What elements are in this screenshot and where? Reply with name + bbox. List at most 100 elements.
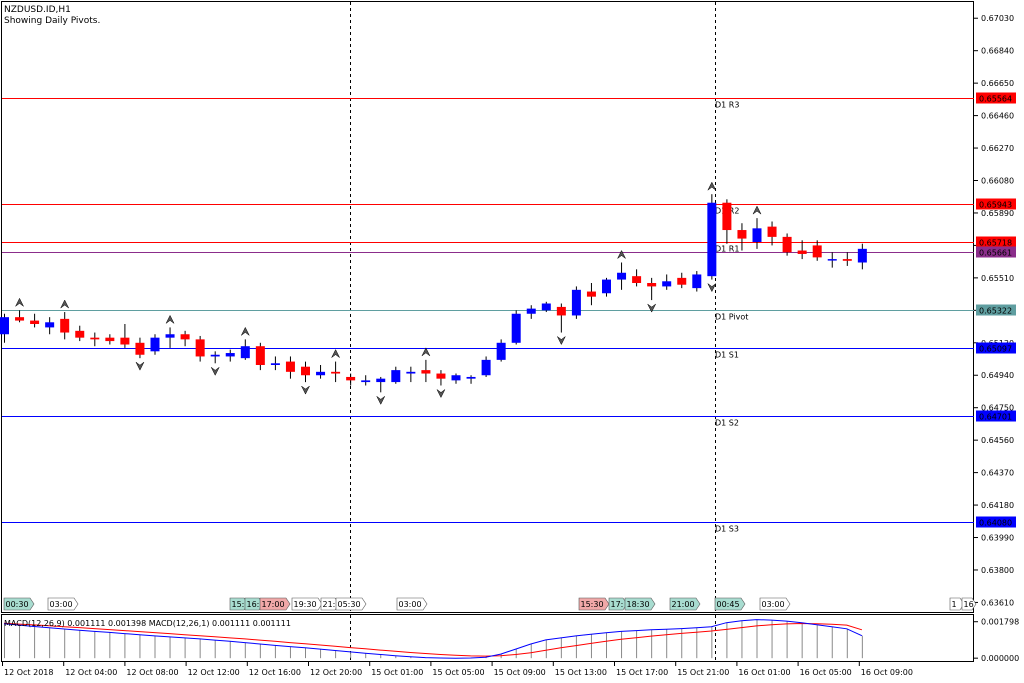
time-tag-box-11 <box>624 597 656 611</box>
price-tag-text-4: 0.65322 <box>979 307 1012 316</box>
price-tick-label-8: 0.65510 <box>981 274 1014 283</box>
candle-body-44 <box>662 281 672 287</box>
time-tag-5: 19:30 <box>291 597 323 611</box>
fractal-up-1 <box>60 299 69 309</box>
price-tag-text-1: 0.65943 <box>979 201 1012 210</box>
candle-body-9 <box>135 342 145 355</box>
candle-31 <box>466 375 476 384</box>
candle-10 <box>150 334 160 355</box>
price-tag-2: 0.65718 <box>976 236 1016 248</box>
time-tick-label-7: 15 Oct 05:00 <box>432 668 484 677</box>
candle-17 <box>255 342 265 371</box>
price-tag-text-7: 0.64080 <box>979 519 1012 528</box>
candle-45 <box>677 272 687 289</box>
time-tag-box-13 <box>714 597 746 611</box>
candle-body-3 <box>45 322 55 328</box>
candle-body-41 <box>617 272 627 280</box>
candle-body-39 <box>586 291 596 297</box>
pivot-label-4: D1 Pivot <box>715 313 748 322</box>
time-tick-label-1: 12 Oct 04:00 <box>65 668 117 677</box>
time-tag-label-2: 15: <box>232 600 245 609</box>
candle-35 <box>526 305 536 319</box>
time-tick-label-9: 15 Oct 13:00 <box>555 668 607 677</box>
candle-body-43 <box>647 282 657 287</box>
candle-body-8 <box>120 337 130 345</box>
fractal-down-3 <box>376 396 385 405</box>
candle-51 <box>767 221 777 246</box>
candle-body-2 <box>30 320 40 324</box>
candle-40 <box>602 277 611 297</box>
candle-body-54 <box>812 245 822 258</box>
candle-2 <box>30 313 40 328</box>
candle-body-11 <box>165 334 175 338</box>
time-tag-box-5 <box>291 597 323 611</box>
candle-3 <box>45 317 55 335</box>
price-tick-label-2: 0.66650 <box>981 79 1014 88</box>
time-tag-label-14: 03:00 <box>762 600 785 609</box>
price-tick-label-15: 0.64180 <box>981 501 1014 510</box>
price-tag-bg-3 <box>976 246 1016 258</box>
time-tick-label-3: 12 Oct 12:00 <box>188 668 240 677</box>
candle-47 <box>707 194 717 280</box>
time-tag-14: 03:00 <box>759 597 791 611</box>
candle-body-42 <box>632 276 642 283</box>
price-tag-text-2: 0.65718 <box>979 239 1012 248</box>
candle-body-55 <box>827 259 837 261</box>
time-tick-label-13: 16 Oct 05:00 <box>800 668 852 677</box>
price-tick-label-1: 0.66840 <box>981 47 1014 56</box>
time-tag-10: 17: <box>608 597 628 611</box>
candle-15 <box>225 349 235 362</box>
time-tag-box-16 <box>961 597 977 611</box>
price-tag-text-5: 0.65097 <box>979 345 1012 354</box>
time-tag-label-11: 18:30 <box>627 600 650 609</box>
time-tick-label-0: 12 Oct 2018 <box>4 668 53 677</box>
fractal-markers <box>15 181 762 405</box>
candle-39 <box>586 282 596 306</box>
candle-34 <box>511 310 521 345</box>
candle-20 <box>301 361 310 383</box>
candle-5 <box>75 325 85 342</box>
candle-body-32 <box>481 359 491 376</box>
candle-body-7 <box>105 337 115 342</box>
candle-56 <box>842 252 852 266</box>
macd-pane-border <box>1 614 974 662</box>
time-tag-label-6: 21: <box>323 600 336 609</box>
candle-body-27 <box>406 371 416 374</box>
price-tag-4: 0.65322 <box>976 304 1016 316</box>
fractal-up-3 <box>241 326 250 336</box>
time-tag-box-1 <box>47 597 79 611</box>
candle-body-38 <box>571 289 581 316</box>
time-tick-label-2: 12 Oct 08:00 <box>126 668 178 677</box>
candle-23 <box>346 373 356 386</box>
price-tag-bg-4 <box>976 304 1016 316</box>
price-tick-label-16: 0.63990 <box>981 534 1014 543</box>
price-tick-label-4: 0.66270 <box>981 144 1014 153</box>
fractal-up-7 <box>707 181 717 191</box>
candle-body-33 <box>496 342 506 360</box>
candle-37 <box>556 303 566 333</box>
candle-body-47 <box>707 202 717 277</box>
candle-body-21 <box>316 371 326 376</box>
time-tag-13: 00:45 <box>714 597 746 611</box>
time-tag-0: 00:30 <box>3 597 35 611</box>
candle-body-53 <box>797 250 807 254</box>
price-tag-3: 0.65661 <box>976 246 1016 258</box>
time-tag-9: 15:30 <box>578 597 610 611</box>
time-tag-box-12 <box>669 597 701 611</box>
candle-body-49 <box>737 230 747 239</box>
macd-label: MACD(12,26,9) 0.001111 0.001398 MACD(12,… <box>4 619 291 628</box>
time-tag-label-12: 21:00 <box>672 600 695 609</box>
time-tag-label-3: 16: <box>247 600 260 609</box>
time-tag-12: 21:00 <box>669 597 701 611</box>
candle-body-46 <box>692 274 702 289</box>
price-tick-label-11: 0.64940 <box>981 371 1014 380</box>
candle-11 <box>165 327 175 348</box>
fractal-up-5 <box>421 347 431 357</box>
candle-body-30 <box>451 375 461 381</box>
candle-1 <box>15 310 25 323</box>
time-tag-box-14 <box>759 597 791 611</box>
price-tag-text-6: 0.64701 <box>979 413 1012 422</box>
candle-57 <box>857 243 867 270</box>
price-tag-bg-1 <box>976 198 1016 210</box>
